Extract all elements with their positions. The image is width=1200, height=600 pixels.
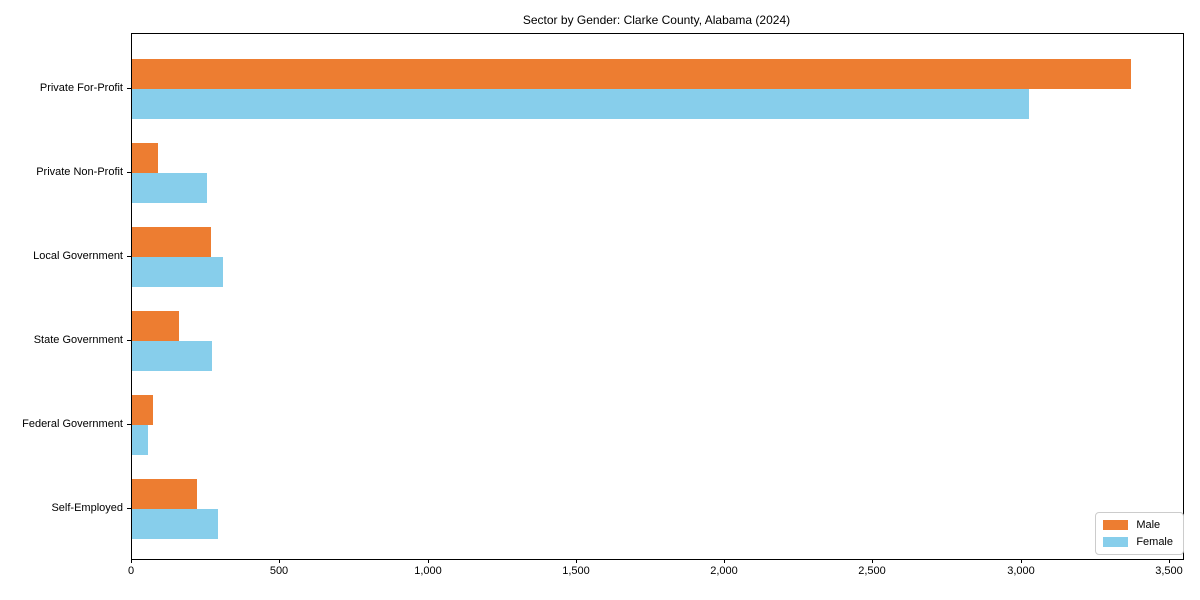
x-tick-mark (576, 559, 577, 563)
x-tick-label-2500: 2,500 (858, 565, 886, 577)
y-tick-mark (127, 172, 131, 173)
x-tick-mark (428, 559, 429, 563)
y-tick-label-self-employed: Self-Employed (51, 502, 123, 514)
x-tick-mark (1021, 559, 1022, 563)
y-tick-label-private-non-profit: Private Non-Profit (36, 166, 123, 178)
x-tick-mark (724, 559, 725, 563)
x-tick-label-3500: 3,500 (1155, 565, 1183, 577)
legend-swatch-female (1103, 537, 1129, 547)
y-tick-label-local-government: Local Government (33, 250, 123, 262)
x-tick-mark (279, 559, 280, 563)
bar-male-state-government (132, 311, 179, 341)
x-tick-label-3000: 3,000 (1007, 565, 1035, 577)
y-tick-mark (127, 508, 131, 509)
x-tick-label-500: 500 (269, 565, 289, 577)
y-tick-mark (127, 424, 131, 425)
y-tick-mark (127, 256, 131, 257)
bar-female-state-government (132, 341, 212, 371)
bar-female-private-non-profit (132, 173, 207, 203)
x-tick-mark (131, 559, 132, 563)
bar-female-private-for-profit (132, 89, 1029, 119)
bar-male-private-for-profit (132, 59, 1131, 89)
plot-area (131, 33, 1184, 560)
legend: Male Female (1095, 512, 1184, 555)
bar-male-federal-government (132, 395, 153, 425)
legend-entry-male: Male (1103, 519, 1173, 531)
x-tick-mark (872, 559, 873, 563)
y-tick-mark (127, 340, 131, 341)
bar-female-federal-government (132, 425, 148, 455)
legend-label-male: Male (1136, 519, 1161, 531)
x-tick-label-1500: 1,500 (562, 565, 590, 577)
x-tick-label-1000: 1,000 (414, 565, 442, 577)
bar-male-private-non-profit (132, 143, 158, 173)
legend-entry-female: Female (1103, 536, 1173, 548)
x-tick-mark (1169, 559, 1170, 563)
y-tick-label-federal-government: Federal Government (22, 418, 123, 430)
bar-male-local-government (132, 227, 211, 257)
chart-title: Sector by Gender: Clarke County, Alabama… (522, 13, 791, 27)
y-tick-label-state-government: State Government (33, 334, 123, 346)
bar-female-local-government (132, 257, 223, 287)
x-tick-label-0: 0 (127, 565, 135, 577)
bar-female-self-employed (132, 509, 218, 539)
y-tick-mark (127, 88, 131, 89)
x-tick-label-2000: 2,000 (710, 565, 738, 577)
legend-swatch-male (1103, 520, 1129, 530)
y-tick-label-private-for-profit: Private For-Profit (39, 82, 123, 94)
legend-label-female: Female (1136, 536, 1173, 548)
bar-male-self-employed (132, 479, 197, 509)
